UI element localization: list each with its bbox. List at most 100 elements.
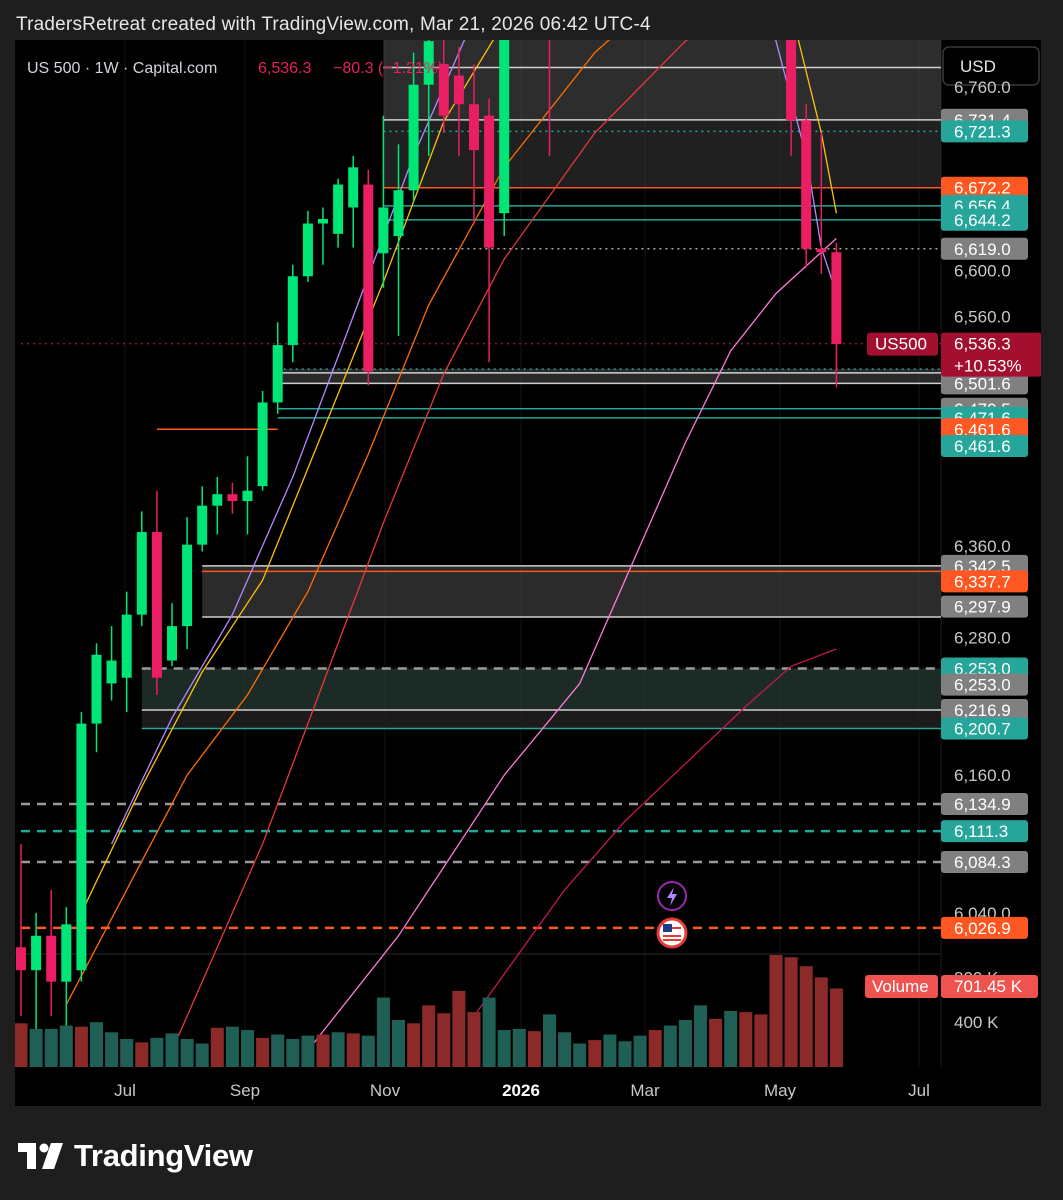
candle-body[interactable] [151, 532, 162, 678]
candle-body[interactable] [469, 104, 479, 151]
candle-body[interactable] [197, 505, 208, 545]
volume-bar[interactable] [694, 1005, 707, 1067]
chart-panel[interactable]: US 500 · 1W · Capital.com 6,536.3 −80.3 … [15, 40, 1041, 1106]
candle-body[interactable] [212, 494, 223, 506]
volume-bar[interactable] [59, 1025, 73, 1067]
volume-bar[interactable] [437, 1013, 451, 1067]
volume-bar[interactable] [392, 1019, 405, 1067]
candle-body[interactable] [786, 40, 797, 121]
volume-bar[interactable] [648, 1030, 662, 1067]
volume-bar[interactable] [588, 1040, 602, 1067]
volume-bar[interactable] [44, 1028, 58, 1067]
candle-body[interactable] [106, 660, 117, 684]
volume-bar[interactable] [678, 1019, 692, 1067]
volume-bar[interactable] [754, 1014, 768, 1067]
candle-body[interactable] [31, 935, 42, 971]
candle-body[interactable] [484, 115, 495, 248]
volume-bar[interactable] [814, 977, 828, 1067]
candle-body[interactable] [363, 184, 374, 372]
volume-bar[interactable] [724, 1011, 738, 1067]
volume-bar[interactable] [558, 1032, 572, 1067]
price-label-badge [941, 372, 1028, 395]
candle-body[interactable] [121, 614, 132, 678]
volume-bar[interactable] [271, 1034, 285, 1067]
candle-body[interactable] [287, 276, 298, 346]
volume-bar[interactable] [618, 1041, 632, 1067]
candle-body[interactable] [272, 345, 283, 403]
volume-bar[interactable] [105, 1032, 119, 1067]
candle-body[interactable] [831, 252, 842, 344]
candle-body[interactable] [61, 924, 72, 982]
volume-bar[interactable] [422, 1005, 436, 1067]
candle-body[interactable] [227, 494, 238, 502]
candle-body[interactable] [16, 947, 26, 971]
volume-bar[interactable] [195, 1043, 209, 1067]
currency-button-frame[interactable] [942, 46, 1040, 86]
candle-body[interactable] [333, 184, 344, 234]
volume-bar[interactable] [407, 1023, 421, 1067]
volume-bar[interactable] [376, 997, 390, 1067]
volume-bar[interactable] [452, 990, 466, 1067]
volume-bar[interactable] [512, 1028, 526, 1067]
volume-bar[interactable] [346, 1033, 360, 1067]
volume-bar[interactable] [241, 1030, 254, 1067]
volume-bar[interactable] [663, 1025, 677, 1067]
us-flag-icon[interactable] [656, 917, 688, 949]
volume-bar[interactable] [150, 1037, 164, 1067]
volume-bar[interactable] [90, 1022, 103, 1067]
currency-button[interactable]: USD [942, 46, 1040, 86]
volume-bar[interactable] [301, 1035, 315, 1067]
volume-bar[interactable] [497, 1030, 511, 1067]
candle-body[interactable] [408, 84, 419, 191]
candle-body[interactable] [257, 402, 268, 487]
candle-body[interactable] [453, 75, 464, 105]
candle-body[interactable] [182, 544, 193, 627]
candle-body[interactable] [91, 654, 102, 724]
candle-body[interactable] [393, 190, 404, 237]
volume-bar[interactable] [633, 1035, 647, 1067]
volume-bar[interactable] [29, 1028, 43, 1067]
candle-body[interactable] [499, 40, 510, 214]
volume-bar[interactable] [829, 988, 843, 1067]
volume-bar[interactable] [603, 1034, 617, 1067]
volume-bar[interactable] [210, 1027, 224, 1067]
volume-bar[interactable] [286, 1039, 300, 1067]
volume-bar[interactable] [225, 1026, 239, 1067]
volume-bar[interactable] [799, 966, 813, 1067]
volume-bar[interactable] [180, 1039, 194, 1067]
volume-bar[interactable] [573, 1043, 587, 1067]
volume-bar[interactable] [527, 1031, 541, 1067]
candle-body[interactable] [46, 935, 57, 982]
volume-bar[interactable] [120, 1039, 134, 1067]
volume-bar[interactable] [165, 1033, 179, 1067]
candle-body[interactable] [302, 223, 313, 277]
candle-body[interactable] [167, 626, 177, 661]
candle-body[interactable] [438, 64, 449, 116]
volume-bar[interactable] [74, 1026, 88, 1067]
currency-button-label[interactable]: USD [960, 57, 996, 76]
volume-bar[interactable] [135, 1042, 149, 1067]
volume-bar[interactable] [15, 1023, 28, 1067]
candle-body[interactable] [423, 41, 434, 85]
volume-bar[interactable] [769, 955, 783, 1067]
candle-body[interactable] [816, 248, 827, 253]
volume-bar[interactable] [482, 997, 496, 1067]
candle-body[interactable] [318, 218, 328, 224]
volume-bar[interactable] [331, 1032, 345, 1067]
volume-bar[interactable] [709, 1018, 723, 1067]
volume-bar[interactable] [256, 1037, 270, 1067]
candle-body[interactable] [136, 532, 147, 615]
candle-body[interactable] [76, 723, 87, 971]
price-chart[interactable]: US 500 · 1W · Capital.com 6,536.3 −80.3 … [15, 40, 1041, 1106]
volume-bar[interactable] [543, 1014, 556, 1067]
lightning-icon[interactable] [657, 881, 687, 911]
candle-body[interactable] [801, 120, 812, 249]
candle-body[interactable] [348, 167, 359, 208]
volume-bar[interactable] [316, 1034, 330, 1067]
volume-bar[interactable] [467, 1012, 481, 1067]
volume-bar[interactable] [361, 1035, 375, 1067]
candle-body[interactable] [378, 207, 389, 254]
candle-body[interactable] [242, 490, 253, 502]
volume-bar[interactable] [739, 1012, 753, 1067]
volume-bar[interactable] [784, 957, 798, 1067]
